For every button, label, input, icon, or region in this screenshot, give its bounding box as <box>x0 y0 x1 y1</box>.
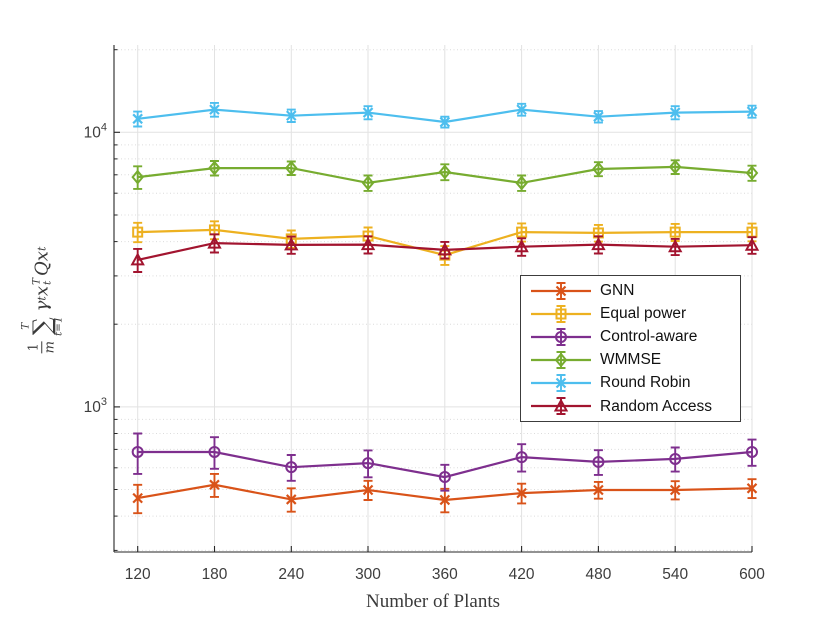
svg-text:103: 103 <box>84 396 107 416</box>
svg-text:480: 480 <box>585 566 611 583</box>
y-tick-labels: 103 104 <box>84 121 107 416</box>
legend-label: GNN <box>600 281 635 299</box>
legend-sample-equal-power <box>531 304 591 323</box>
legend: GNN Equal power Control-aware WMMSE Round Ro… <box>520 275 741 422</box>
series-wmmse <box>131 159 759 192</box>
series-control-aware <box>131 432 758 492</box>
legend-label: Random Access <box>600 397 712 415</box>
legend-sample-wmmse <box>531 351 591 369</box>
legend-label: Round Robin <box>600 374 691 392</box>
legend-item-round-robin[interactable]: Round Robin <box>530 372 740 394</box>
x-axis-label: Number of Plants <box>365 591 501 612</box>
legend-item-equal-power[interactable]: Equal power <box>530 303 740 325</box>
legend-item-wmmse[interactable]: WMMSE <box>530 349 740 371</box>
legend-sample-gnn <box>531 281 591 300</box>
axis-ticks <box>114 49 753 552</box>
svg-text:180: 180 <box>202 566 228 583</box>
legend-item-gnn[interactable]: GNN <box>530 280 740 302</box>
svg-text:240: 240 <box>278 566 304 583</box>
grid-minor <box>114 49 752 551</box>
x-tick-labels: 120 180 240 300 360 420 480 540 600 <box>125 566 766 583</box>
svg-text:104: 104 <box>84 121 107 141</box>
legend-label: WMMSE <box>600 351 662 369</box>
svg-text:300: 300 <box>355 566 381 583</box>
series-random-access <box>130 233 760 273</box>
svg-text:420: 420 <box>509 566 535 583</box>
legend-item-random-access[interactable]: Random Access <box>530 395 740 417</box>
legend-sample-round-robin <box>531 374 591 393</box>
svg-text:360: 360 <box>432 566 458 583</box>
legend-item-control-aware[interactable]: Control-aware <box>530 326 740 348</box>
svg-text:120: 120 <box>125 566 151 583</box>
series-gnn <box>132 472 758 515</box>
legend-sample-random-access <box>531 397 591 416</box>
legend-sample-control-aware <box>531 327 591 346</box>
svg-text:600: 600 <box>739 566 765 583</box>
legend-label: Equal power <box>600 304 687 322</box>
svg-text:540: 540 <box>662 566 688 583</box>
series-round-robin <box>132 101 758 129</box>
ylabel-sum: T ∑ t=1 <box>19 316 65 337</box>
legend-label: Control-aware <box>600 328 698 346</box>
